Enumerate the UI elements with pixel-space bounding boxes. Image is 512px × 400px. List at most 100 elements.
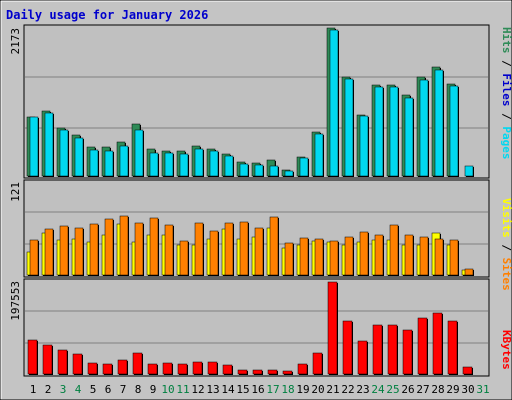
kbytes-bar	[117, 359, 128, 375]
sites-bar	[119, 215, 129, 276]
sites-bar	[44, 228, 54, 276]
kbytes-bar	[87, 362, 98, 375]
legend-hits: Hits	[500, 27, 512, 54]
legend-kbytes-panel: KBytes	[500, 330, 512, 370]
x-tick-label: 20	[311, 383, 324, 396]
x-tick-label: 22	[341, 383, 354, 396]
files-bar	[44, 112, 54, 177]
bars-hits-files	[26, 27, 474, 177]
x-tick-label: 15	[236, 383, 249, 396]
kbytes-bar	[192, 361, 203, 375]
legend-visits-panel: Visits / Sites	[500, 198, 512, 291]
files-bar	[179, 153, 189, 177]
x-tick-label: 5	[90, 383, 97, 396]
legend-visits: Visits	[500, 198, 512, 238]
sites-bar	[254, 227, 264, 276]
sites-bar	[239, 221, 249, 276]
x-tick-label: 8	[135, 383, 142, 396]
kbytes-bar	[402, 329, 413, 375]
legend-pages: Pages	[500, 126, 512, 159]
kbytes-bar	[312, 352, 323, 375]
sites-bar	[299, 237, 309, 276]
files-bar	[344, 78, 354, 177]
files-bar	[74, 137, 84, 177]
x-axis-day-labels: 1 2 3 4 5 6 7 8 9 10 11 12 13 14 15 16 17 18 19 20 21 22 23 24 2…	[30, 383, 490, 396]
kbytes-bar	[297, 363, 308, 375]
bars-visits-sites	[26, 215, 474, 276]
x-tick-label: 14	[221, 383, 235, 396]
kbytes-bar	[132, 352, 143, 375]
legend-kbytes: KBytes	[500, 330, 512, 370]
x-tick-label: 27	[416, 383, 429, 396]
files-bar	[389, 86, 399, 177]
x-tick-label: 21	[326, 383, 339, 396]
kbytes-bar	[27, 339, 38, 375]
x-tick-label: 24	[371, 383, 385, 396]
sites-bar	[104, 218, 114, 276]
sites-bar	[344, 236, 354, 276]
kbytes-bar	[372, 324, 383, 375]
x-tick-label: 28	[431, 383, 444, 396]
x-tick-label: 18	[281, 383, 294, 396]
kbytes-bar	[207, 361, 218, 375]
files-bar	[149, 152, 159, 177]
ymax-hits: 2173	[9, 28, 22, 55]
x-tick-label: 4	[75, 383, 82, 396]
sites-bar	[29, 239, 39, 276]
x-tick-label: 26	[401, 383, 414, 396]
x-tick-label: 1	[30, 383, 37, 396]
x-tick-label: 13	[206, 383, 219, 396]
kbytes-bar	[417, 317, 428, 375]
files-bar	[299, 157, 309, 177]
files-bar	[59, 129, 69, 177]
files-bar	[404, 97, 414, 177]
x-tick-label: 10	[161, 383, 174, 396]
x-tick-label: 7	[120, 383, 127, 396]
ymax-visits: 121	[9, 182, 22, 202]
sites-bar	[374, 234, 384, 276]
files-bar	[449, 85, 459, 177]
kbytes-bar	[432, 312, 443, 375]
legend-sites: Sites	[500, 258, 512, 291]
kbytes-bar	[252, 369, 263, 375]
files-bar	[239, 163, 249, 177]
files-bar	[464, 165, 474, 177]
files-bar	[374, 86, 384, 177]
x-tick-label: 30	[461, 383, 474, 396]
legend-hits-panel: Hits / Files / Pages	[500, 27, 512, 160]
x-tick-label: 9	[150, 383, 157, 396]
files-bar	[134, 129, 144, 177]
x-tick-label: 31	[476, 383, 489, 396]
x-tick-label: 25	[386, 383, 399, 396]
kbytes-bar	[57, 349, 68, 375]
sites-bar	[404, 234, 414, 276]
sites-bar	[464, 268, 474, 276]
files-bar	[209, 150, 219, 177]
kbytes-bar	[267, 369, 278, 375]
x-tick-label: 29	[446, 383, 459, 396]
kbytes-bar	[282, 370, 293, 375]
sites-bar	[434, 238, 444, 276]
x-tick-label: 19	[296, 383, 309, 396]
sites-bar	[134, 222, 144, 276]
sites-bar	[59, 225, 69, 276]
x-tick-label: 17	[266, 383, 279, 396]
x-tick-label: 2	[45, 383, 52, 396]
kbytes-bar	[72, 353, 83, 375]
files-bar	[314, 133, 324, 177]
sites-bar	[419, 236, 429, 276]
files-bar	[89, 149, 99, 177]
files-bar	[224, 155, 234, 177]
sites-bar	[359, 231, 369, 276]
files-bar	[434, 69, 444, 177]
files-bar	[29, 116, 39, 177]
sites-bar	[194, 222, 204, 276]
sites-bar	[164, 224, 174, 276]
sites-bar	[209, 230, 219, 276]
sites-bar	[449, 239, 459, 276]
kbytes-bar	[222, 364, 233, 375]
files-bar	[104, 150, 114, 177]
kbytes-bar	[462, 366, 473, 375]
x-tick-label: 6	[105, 383, 112, 396]
